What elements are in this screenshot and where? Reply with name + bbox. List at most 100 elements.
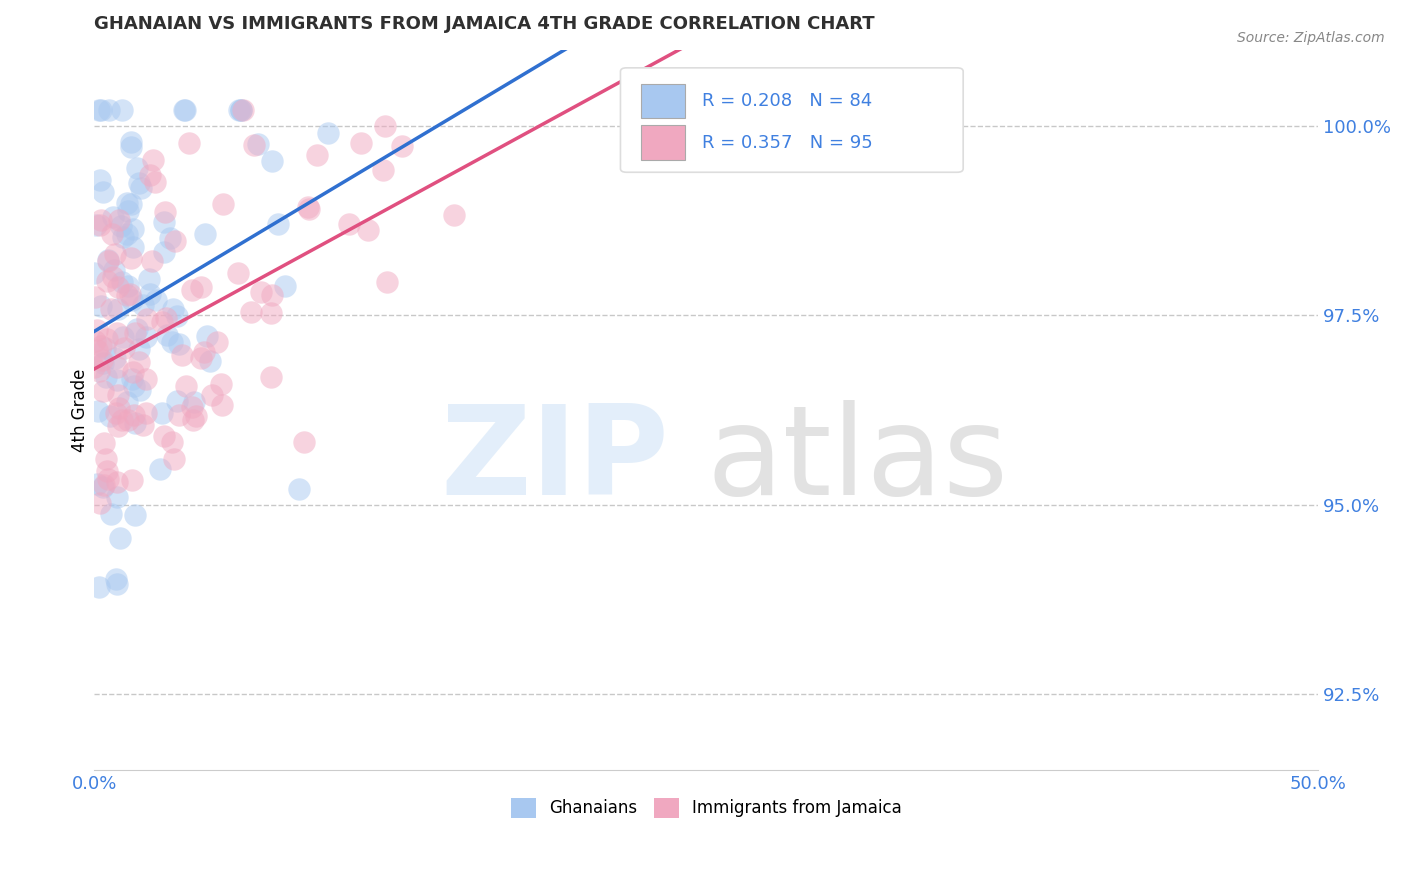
Point [103,211,125,225]
Point [128,342,150,356]
Point [90,212,112,227]
Point [266,218,288,232]
Point [193,345,215,359]
Point [160,434,183,449]
Point [115,288,138,302]
Point [142,153,165,167]
Point [91,352,114,367]
Point [97,254,120,268]
Point [205,334,228,349]
Point [118,287,141,301]
Point [101,227,124,242]
Point [183,413,205,427]
Point [105,359,128,374]
Point [87,580,110,594]
Point [232,103,254,118]
Point [107,419,129,434]
Point [105,577,128,591]
FancyBboxPatch shape [641,84,685,119]
Point [131,181,153,195]
Point [96,369,118,384]
Point [228,103,250,118]
Point [156,328,179,343]
Point [174,379,197,393]
Point [84,218,107,232]
Point [174,103,197,118]
Point [163,234,186,248]
Point [122,408,145,422]
Point [115,227,138,241]
Point [114,341,136,355]
Point [124,417,146,431]
Point [91,480,114,494]
Point [226,266,249,280]
Point [135,330,157,344]
Point [152,215,174,229]
Point [135,407,157,421]
Point [155,311,177,326]
Point [249,285,271,299]
Point [100,301,122,316]
Point [173,103,195,118]
Point [374,119,396,133]
Text: R = 0.357   N = 95: R = 0.357 N = 95 [703,134,873,152]
Point [184,409,207,423]
Point [201,388,224,402]
Point [155,204,177,219]
Text: GHANAIAN VS IMMIGRANTS FROM JAMAICA 4TH GRADE CORRELATION CHART: GHANAIAN VS IMMIGRANTS FROM JAMAICA 4TH … [94,15,875,33]
Point [159,230,181,244]
Point [167,337,190,351]
Point [121,372,143,386]
Point [183,395,205,409]
Point [96,472,118,486]
Point [297,200,319,214]
Point [259,369,281,384]
Point [107,388,129,402]
Point [240,304,263,318]
Point [111,229,134,244]
Point [108,531,131,545]
Point [84,290,107,304]
Point [229,103,252,118]
Point [180,284,202,298]
Point [100,508,122,522]
Point [153,429,176,443]
Point [160,334,183,349]
Point [104,572,127,586]
Point [194,227,217,242]
Point [246,136,269,151]
Point [105,326,128,341]
Point [125,322,148,336]
Point [166,309,188,323]
Point [86,323,108,337]
Point [190,351,212,365]
Point [128,355,150,369]
Point [198,353,221,368]
Point [89,496,111,510]
Y-axis label: 4th Grade: 4th Grade [72,368,89,451]
Point [180,400,202,414]
Point [260,154,283,169]
Point [117,204,139,219]
Point [231,103,253,118]
Point [357,222,380,236]
Point [350,136,373,150]
Point [89,364,111,378]
Point [103,269,125,284]
Point [97,103,120,118]
Point [121,293,143,307]
Point [96,464,118,478]
Point [91,384,114,398]
Point [105,406,128,420]
Point [111,103,134,118]
Point [124,326,146,340]
Point [150,406,173,420]
Point [128,383,150,397]
Point [260,306,283,320]
Point [169,408,191,422]
Point [138,272,160,286]
FancyBboxPatch shape [641,126,685,160]
Point [107,280,129,294]
Point [112,330,135,344]
Point [139,286,162,301]
